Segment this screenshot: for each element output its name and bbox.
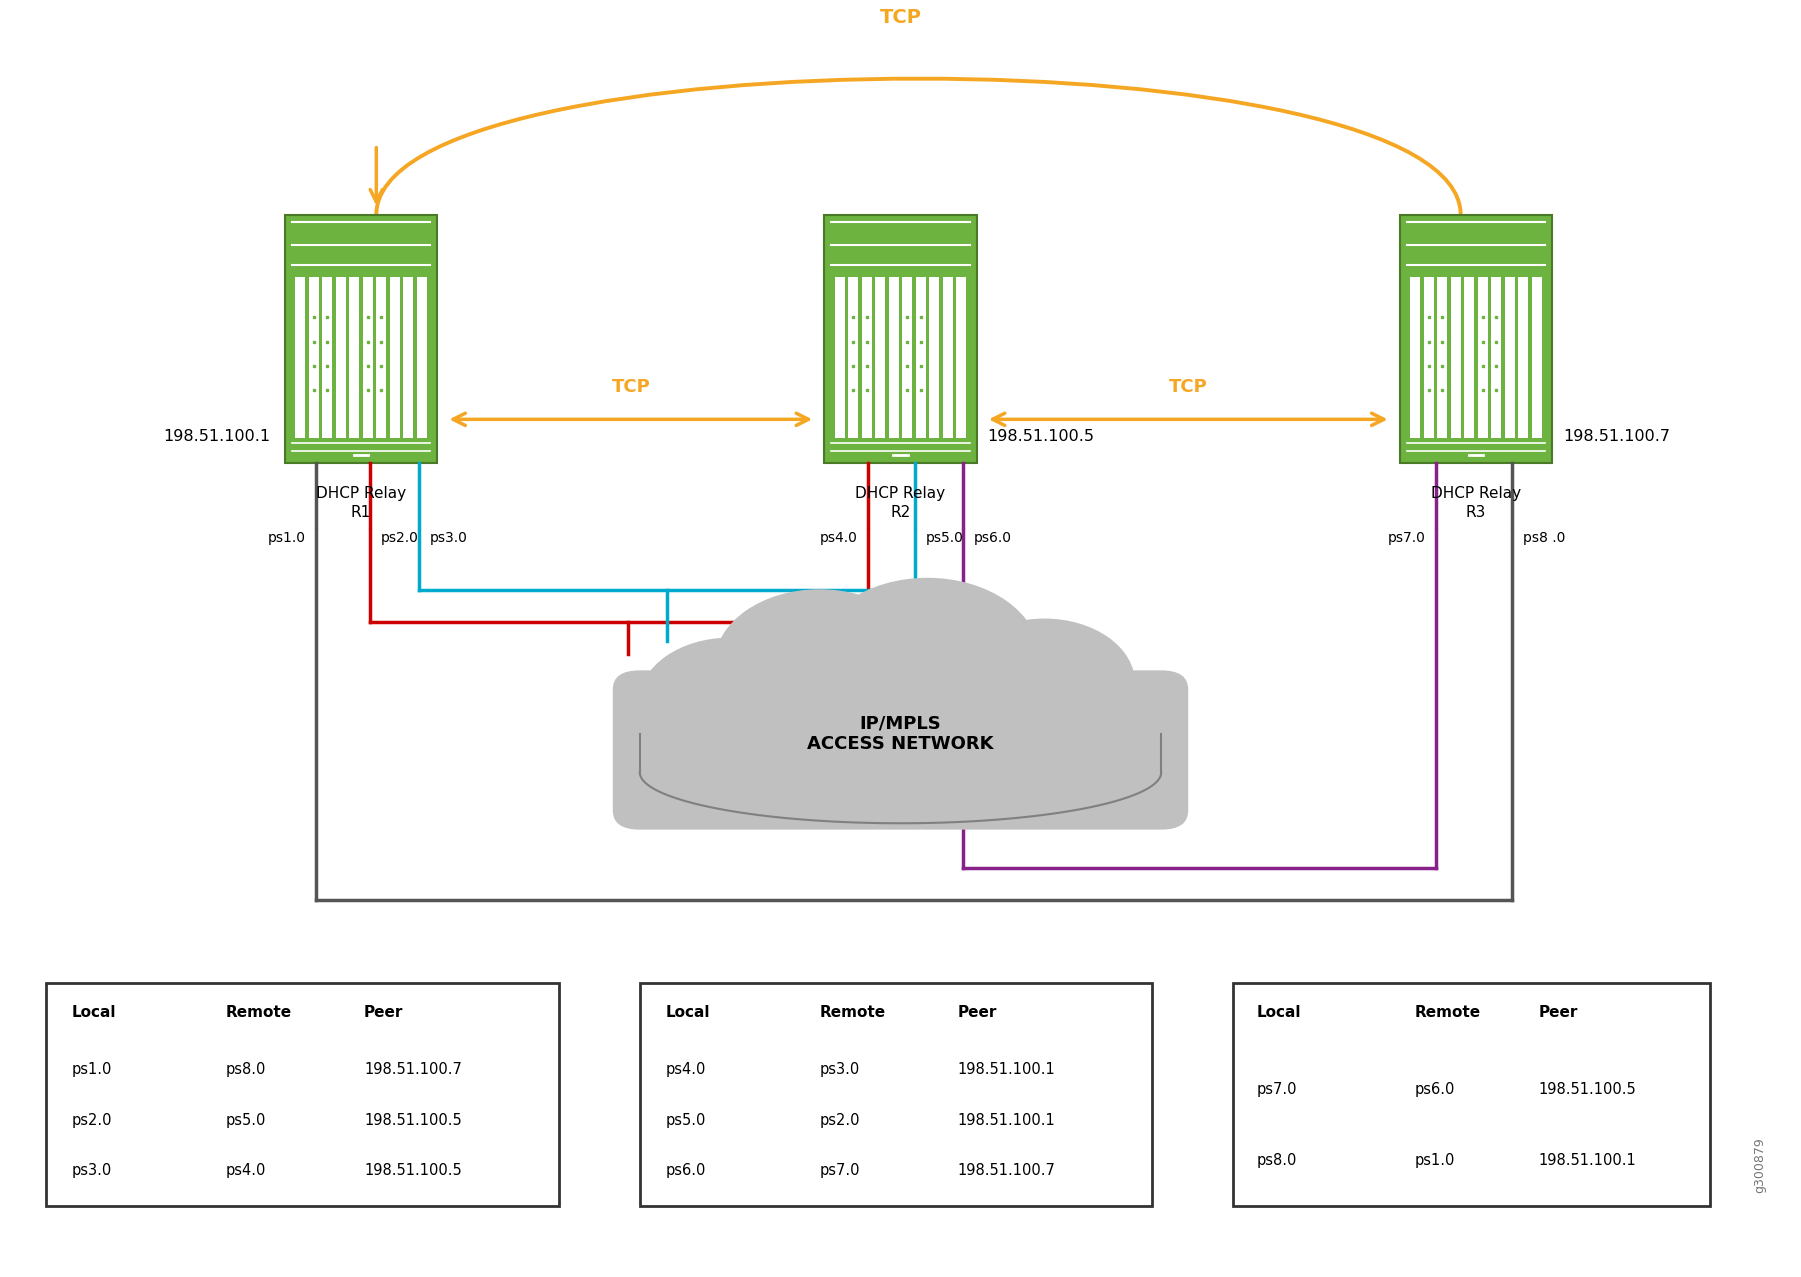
Text: ps6.0: ps6.0 xyxy=(1414,1082,1455,1097)
Text: Peer: Peer xyxy=(1538,1005,1578,1020)
Text: DHCP Relay
R1: DHCP Relay R1 xyxy=(315,487,405,520)
Bar xyxy=(416,277,427,438)
Bar xyxy=(956,277,965,438)
Text: TCP: TCP xyxy=(611,378,650,396)
Text: 198.51.100.5: 198.51.100.5 xyxy=(364,1163,461,1179)
Bar xyxy=(285,215,438,464)
Text: Local: Local xyxy=(1257,1005,1302,1020)
FancyBboxPatch shape xyxy=(612,670,1189,830)
Circle shape xyxy=(1030,679,1167,776)
Text: 198.51.100.1: 198.51.100.1 xyxy=(958,1112,1055,1128)
Bar xyxy=(1399,215,1552,464)
Text: 198.51.100.1: 198.51.100.1 xyxy=(164,429,270,444)
Text: 198.51.100.5: 198.51.100.5 xyxy=(364,1112,461,1128)
Bar xyxy=(1531,277,1542,438)
Text: ps7.0: ps7.0 xyxy=(1389,531,1426,545)
Bar xyxy=(825,215,976,464)
Text: 198.51.100.7: 198.51.100.7 xyxy=(958,1163,1055,1179)
Bar xyxy=(1410,277,1421,438)
Text: ps8 .0: ps8 .0 xyxy=(1522,531,1565,545)
Bar xyxy=(1504,277,1515,438)
Bar xyxy=(863,277,872,438)
Circle shape xyxy=(816,578,1039,737)
Text: Local: Local xyxy=(665,1005,710,1020)
Bar xyxy=(322,277,331,438)
Text: Remote: Remote xyxy=(1414,1005,1480,1020)
Text: ps2.0: ps2.0 xyxy=(819,1112,859,1128)
Bar xyxy=(1452,277,1461,438)
Bar xyxy=(942,277,953,438)
Bar xyxy=(1479,277,1488,438)
Bar xyxy=(929,277,938,438)
Bar xyxy=(902,277,911,438)
Text: ps2.0: ps2.0 xyxy=(72,1112,112,1128)
Text: ps7.0: ps7.0 xyxy=(1257,1082,1297,1097)
Bar xyxy=(875,277,886,438)
Bar xyxy=(1464,277,1475,438)
Text: 198.51.100.7: 198.51.100.7 xyxy=(1563,429,1670,444)
Bar xyxy=(639,982,1153,1205)
Text: ps1.0: ps1.0 xyxy=(72,1061,112,1077)
Bar xyxy=(1491,277,1500,438)
Text: Peer: Peer xyxy=(364,1005,403,1020)
Bar xyxy=(915,277,926,438)
Text: DHCP Relay
R3: DHCP Relay R3 xyxy=(1430,487,1522,520)
Text: ps6.0: ps6.0 xyxy=(665,1163,706,1179)
Bar xyxy=(836,277,845,438)
Text: ps7.0: ps7.0 xyxy=(819,1163,859,1179)
Text: ps4.0: ps4.0 xyxy=(665,1061,706,1077)
Text: 198.51.100.5: 198.51.100.5 xyxy=(987,429,1095,444)
Text: Local: Local xyxy=(72,1005,117,1020)
Text: ps4.0: ps4.0 xyxy=(225,1163,267,1179)
Text: 198.51.100.1: 198.51.100.1 xyxy=(1538,1153,1635,1168)
Bar xyxy=(890,277,899,438)
Bar xyxy=(403,277,412,438)
Bar xyxy=(310,277,319,438)
Text: ps3.0: ps3.0 xyxy=(429,531,466,545)
Text: ps6.0: ps6.0 xyxy=(974,531,1012,545)
Text: g300879: g300879 xyxy=(1754,1137,1767,1193)
Text: ps3.0: ps3.0 xyxy=(819,1061,859,1077)
Circle shape xyxy=(955,619,1135,747)
Text: Peer: Peer xyxy=(958,1005,998,1020)
Bar xyxy=(349,277,358,438)
Bar xyxy=(335,277,346,438)
Text: ps5.0: ps5.0 xyxy=(926,531,964,545)
Text: 198.51.100.1: 198.51.100.1 xyxy=(958,1061,1055,1077)
Text: IP/MPLS
ACCESS NETWORK: IP/MPLS ACCESS NETWORK xyxy=(807,715,994,753)
Circle shape xyxy=(616,686,753,783)
Text: TCP: TCP xyxy=(1169,378,1208,396)
Bar xyxy=(1425,277,1434,438)
Text: ps8.0: ps8.0 xyxy=(1257,1153,1297,1168)
Bar xyxy=(1437,277,1448,438)
Circle shape xyxy=(715,590,924,738)
Text: ps8.0: ps8.0 xyxy=(225,1061,267,1077)
Circle shape xyxy=(639,638,819,766)
Bar xyxy=(1518,277,1527,438)
Bar xyxy=(362,277,373,438)
Text: ps5.0: ps5.0 xyxy=(225,1112,267,1128)
Bar xyxy=(295,277,306,438)
Bar xyxy=(376,277,385,438)
Bar xyxy=(47,982,558,1205)
Text: ps1.0: ps1.0 xyxy=(1414,1153,1455,1168)
Text: 198.51.100.5: 198.51.100.5 xyxy=(1538,1082,1635,1097)
Text: Remote: Remote xyxy=(225,1005,292,1020)
Text: ps5.0: ps5.0 xyxy=(665,1112,706,1128)
Text: Remote: Remote xyxy=(819,1005,886,1020)
Text: DHCP Relay
R2: DHCP Relay R2 xyxy=(855,487,946,520)
Text: ps4.0: ps4.0 xyxy=(819,531,857,545)
Text: ps1.0: ps1.0 xyxy=(267,531,306,545)
Text: TCP: TCP xyxy=(879,8,922,27)
Text: ps3.0: ps3.0 xyxy=(72,1163,112,1179)
Text: ps2.0: ps2.0 xyxy=(380,531,418,545)
Bar xyxy=(389,277,400,438)
Bar xyxy=(848,277,859,438)
Bar xyxy=(1234,982,1709,1205)
Text: 198.51.100.7: 198.51.100.7 xyxy=(364,1061,463,1077)
